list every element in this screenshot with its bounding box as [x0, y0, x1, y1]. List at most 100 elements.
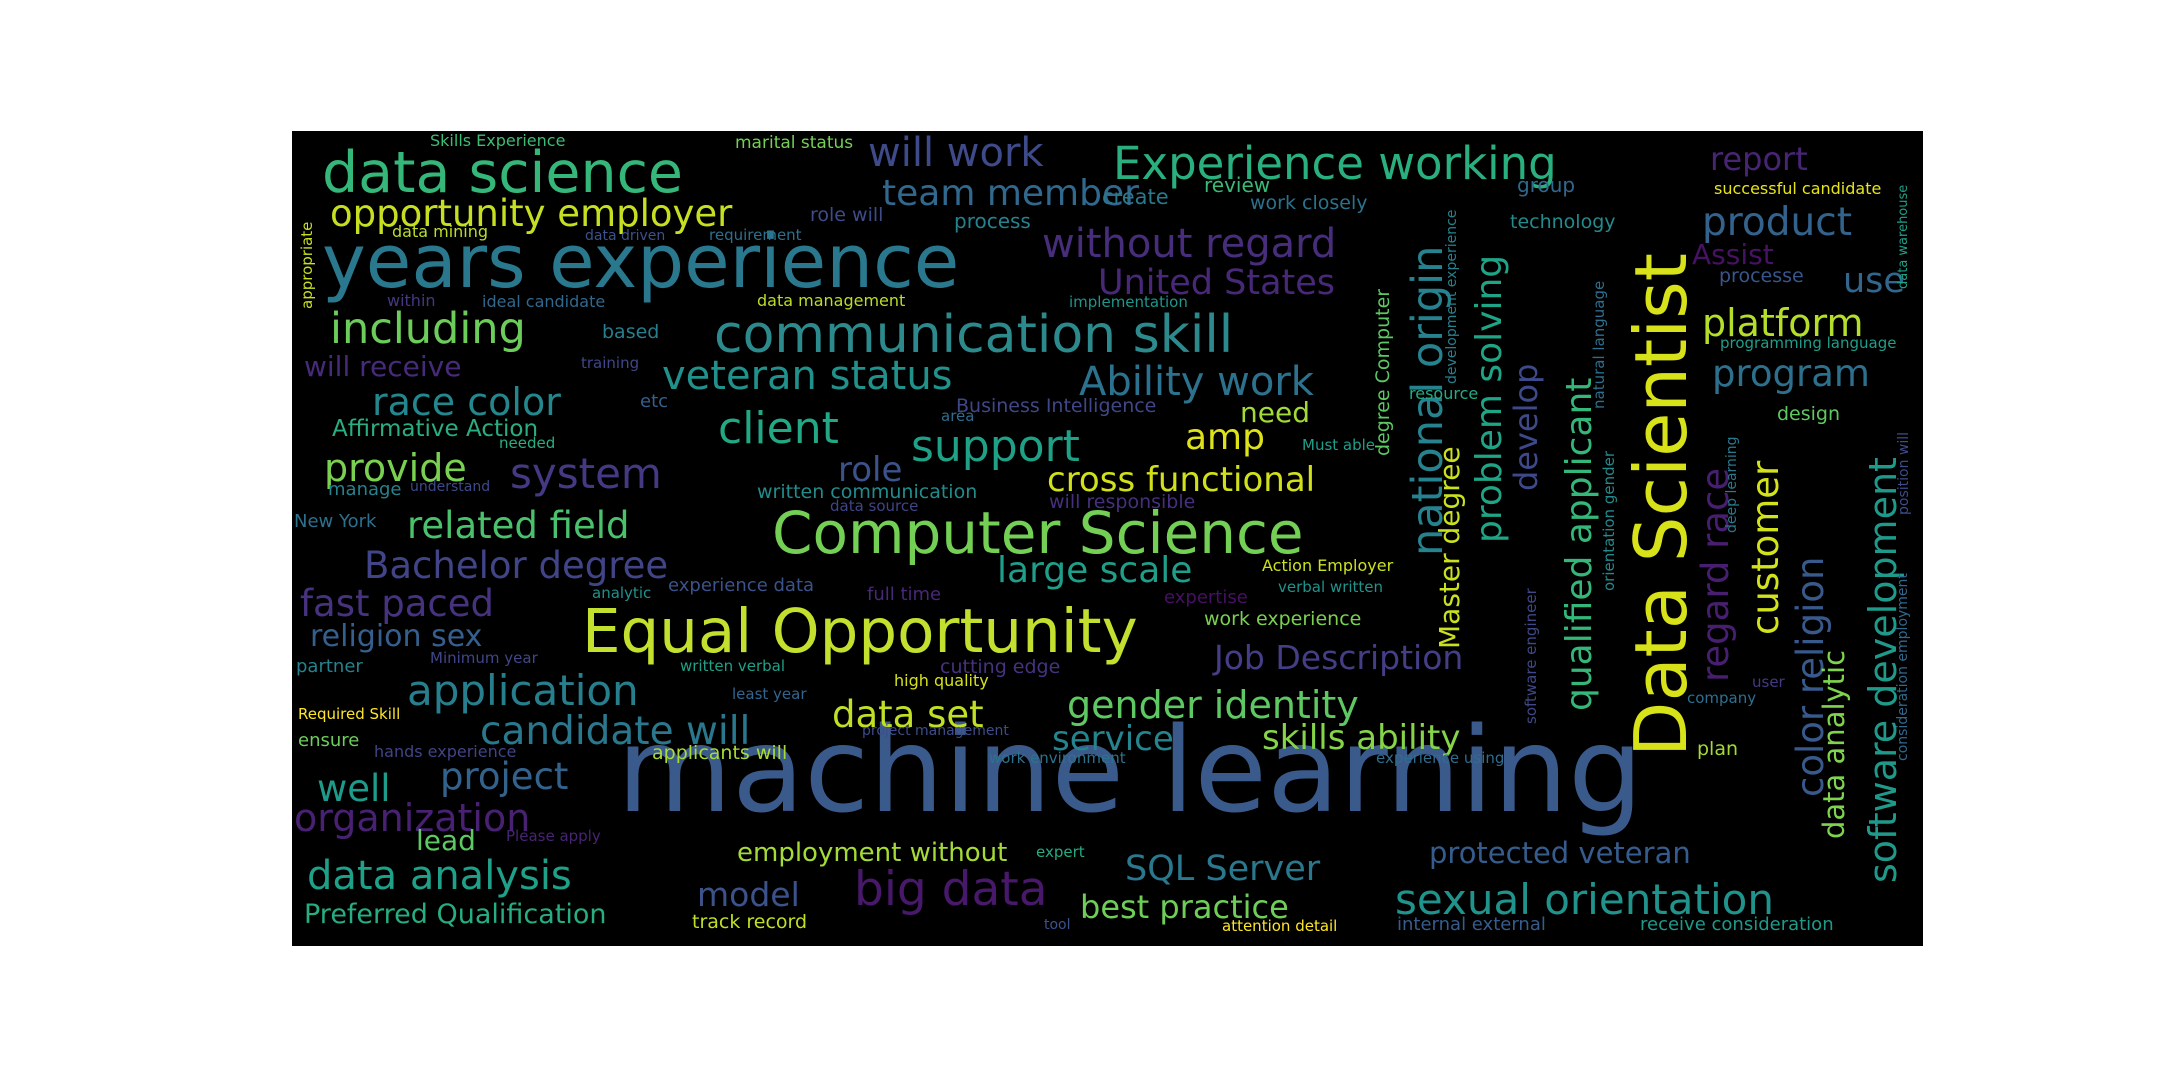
- word-team-member: team member: [882, 173, 1139, 214]
- word-processe: processe: [1719, 265, 1804, 287]
- word-user: user: [1752, 673, 1785, 691]
- word-experience-working: Experience working: [1113, 137, 1557, 190]
- word-marital-status: marital status: [735, 133, 854, 153]
- word-work-environment: work environment: [989, 749, 1126, 767]
- word-use: use: [1843, 261, 1905, 301]
- word-provide: provide: [324, 446, 467, 490]
- word-protected-veteran: protected veteran: [1429, 836, 1691, 870]
- word-big-data: big data: [854, 862, 1048, 917]
- word-skills-ability: skills ability: [1262, 718, 1461, 758]
- word-program: program: [1712, 352, 1870, 395]
- word-need: need: [1240, 396, 1310, 429]
- word-data-mining: data mining: [392, 222, 489, 241]
- word-data-set: data set: [832, 693, 984, 736]
- word-data-scientist: Data Scientist: [1619, 253, 1703, 757]
- word-client: client: [718, 403, 839, 454]
- word-communication-skill: communication skill: [714, 305, 1234, 365]
- word-expert: expert: [1036, 843, 1085, 861]
- word-natural-language: natural language: [1590, 280, 1608, 409]
- word-organization: organization: [294, 796, 531, 840]
- word-design: design: [1777, 403, 1841, 425]
- word-service: service: [1052, 719, 1174, 759]
- word-project: project: [440, 755, 569, 798]
- word-needed: needed: [499, 434, 556, 452]
- word-analytic: analytic: [592, 584, 652, 602]
- word-applicants-will: applicants will: [652, 742, 788, 764]
- word-ideal-candidate: ideal candidate: [482, 292, 606, 311]
- word-deep-learning: deep learning: [1724, 436, 1740, 533]
- word-skills-experience: Skills Experience: [430, 131, 566, 150]
- word-sexual-orientation: sexual orientation: [1395, 875, 1774, 924]
- word-sql-server: SQL Server: [1125, 849, 1321, 889]
- word-verbal-written: verbal written: [1278, 578, 1384, 596]
- word-manage: manage: [328, 479, 402, 500]
- word-will-responsible: will responsible: [1049, 491, 1196, 513]
- word-hands-experience: hands experience: [374, 742, 517, 761]
- word-qualified-applicant: qualified applicant: [1559, 377, 1600, 711]
- word-company: company: [1687, 689, 1757, 707]
- word-action-employer: Action Employer: [1262, 556, 1394, 575]
- word-affirmative-action: Affirmative Action: [332, 416, 539, 442]
- word-data-analysis: data analysis: [307, 853, 572, 899]
- word-tool: tool: [1044, 917, 1071, 933]
- word-partner: partner: [296, 656, 363, 677]
- word-implementation: implementation: [1069, 293, 1188, 311]
- word-internal-external: internal external: [1397, 914, 1546, 935]
- word-data-management: data management: [757, 291, 906, 310]
- word-work-closely: work closely: [1250, 192, 1368, 214]
- word-orientation-gender: orientation gender: [1600, 451, 1618, 591]
- word-business-intelligence: Business Intelligence: [956, 395, 1157, 417]
- word-product: product: [1702, 200, 1853, 245]
- word-job-description: Job Description: [1214, 638, 1464, 677]
- word-review: review: [1204, 173, 1271, 197]
- word-machine-learning: machine learning: [617, 701, 1643, 839]
- word-expertise: expertise: [1164, 587, 1248, 608]
- word-area: area: [941, 407, 975, 425]
- word-appropriate: appropriate: [298, 221, 316, 309]
- word-data-analytic: data analytic: [1817, 649, 1851, 839]
- word-minimum-year: Minimum year: [430, 649, 538, 667]
- word-best-practice: best practice: [1080, 888, 1289, 926]
- word-race-color: race color: [372, 380, 561, 424]
- word-preferred-qualification: Preferred Qualification: [304, 899, 607, 930]
- word-resource: resource: [1409, 384, 1479, 403]
- word-religion-sex: religion sex: [310, 619, 483, 654]
- word-attention-detail: attention detail: [1222, 917, 1338, 935]
- word-group: group: [1517, 173, 1576, 197]
- word-computer-science: Computer Science: [772, 499, 1304, 567]
- word-platform: platform: [1702, 301, 1864, 345]
- word-master-degree: Master degree: [1433, 446, 1466, 649]
- word-plan: plan: [1697, 738, 1739, 760]
- word-training: training: [581, 354, 640, 372]
- word-written-communication: written communication: [757, 481, 978, 503]
- word-data-source: data source: [830, 497, 919, 515]
- word-cloud: machine learning Data Scientist years ex…: [292, 131, 1923, 946]
- word-assist: Assist: [1692, 238, 1774, 271]
- word-role-will: role will: [810, 204, 884, 226]
- word-gender-identity: gender identity: [1067, 683, 1359, 727]
- word-large-scale: large scale: [997, 550, 1193, 591]
- word-new-york: New York: [294, 511, 377, 532]
- word-bachelor-degree: Bachelor degree: [364, 544, 669, 587]
- word-amp: amp: [1185, 417, 1265, 458]
- word-application: application: [407, 666, 639, 715]
- word-degree-computer: degree Computer: [1372, 288, 1394, 456]
- word-ensure: ensure: [298, 730, 360, 751]
- word-candidate-will: candidate will: [480, 709, 751, 754]
- word-full-time: full time: [867, 584, 942, 605]
- word-related-field: related field: [407, 504, 630, 547]
- word-support: support: [911, 421, 1080, 472]
- word-including: including: [330, 304, 526, 354]
- word-position-will: position will: [1896, 431, 1912, 515]
- word-least-year: least year: [732, 685, 807, 703]
- word-experience-using: experience using: [1376, 749, 1505, 767]
- word-requirement: requirement: [709, 226, 802, 244]
- word-technology: technology: [1510, 211, 1616, 233]
- word-within: within: [387, 291, 436, 310]
- word-model: model: [697, 875, 800, 914]
- word-project-management: project management: [862, 723, 1009, 739]
- word-data-warehouse: data warehouse: [1896, 184, 1911, 289]
- word-understand: understand: [410, 479, 491, 495]
- word-ability-work: Ability work: [1079, 359, 1314, 405]
- word-successful-candidate: successful candidate: [1714, 179, 1882, 198]
